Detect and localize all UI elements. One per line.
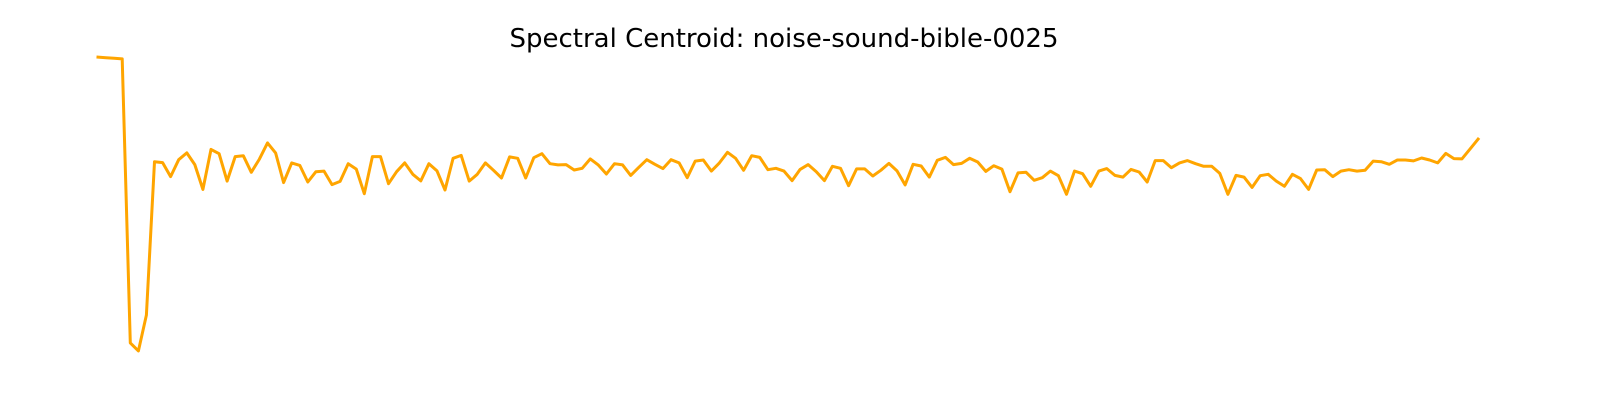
spectral-centroid-line (96, 55, 1481, 353)
chart-title: Spectral Centroid: noise-sound-bible-002… (509, 24, 1059, 54)
plot-area (96, 55, 1481, 353)
